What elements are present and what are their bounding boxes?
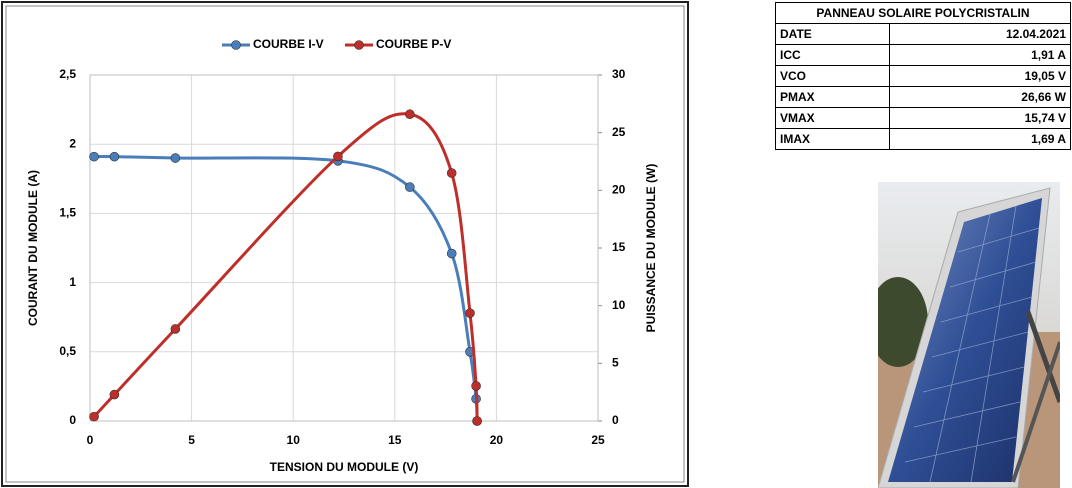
- data-point: [405, 109, 415, 120]
- row-value: 26,66 W: [889, 86, 1071, 108]
- y-tick-label: 1: [69, 275, 76, 289]
- series-line: [92, 112, 479, 422]
- legend-marker: [354, 40, 364, 50]
- row-value: 15,74 V: [889, 107, 1071, 129]
- chart-inner-frame: [5, 5, 685, 483]
- y2-tick-label: 30: [612, 67, 626, 81]
- data-point: [465, 308, 475, 318]
- legend-label: COURBE P-V: [376, 37, 451, 51]
- chart-frame: [1, 1, 689, 487]
- y-tick-label: 0,5: [59, 344, 76, 358]
- x-tick-label: 5: [188, 433, 195, 447]
- plot-border: [89, 74, 599, 422]
- row-label: PMAX: [774, 86, 891, 108]
- solar-panel-photo: [878, 182, 1060, 488]
- row-value: 1,69 A: [889, 128, 1071, 150]
- data-point: [446, 248, 457, 259]
- data-point: [89, 151, 99, 162]
- data-point: [89, 411, 99, 422]
- data-point: [333, 151, 343, 162]
- y-axis-label: COURANT DU MODULE (A): [26, 170, 40, 326]
- y-tick-label: 0: [69, 413, 76, 427]
- legend-marker: [231, 40, 241, 50]
- y2-tick-label: 5: [612, 356, 619, 370]
- x-tick-label: 20: [490, 433, 504, 447]
- data-point: [405, 182, 415, 192]
- y2-axis-label: PUISSANCE DU MODULE (W): [644, 164, 658, 333]
- row-value: 19,05 V: [889, 65, 1071, 87]
- data-point: [109, 389, 120, 400]
- data-point: [472, 416, 482, 426]
- data-point: [446, 168, 457, 178]
- row-value: 12.04.2021: [889, 23, 1071, 45]
- x-tick-label: 15: [388, 433, 402, 447]
- info-table: PANNEAU SOLAIRE POLYCRISTALIN DATE 12.04.…: [774, 2, 1071, 150]
- data-point: [471, 381, 481, 391]
- row-label: ICC: [774, 44, 891, 66]
- x-tick-label: 25: [591, 433, 605, 447]
- x-tick-label: 10: [287, 433, 301, 447]
- y-tick-label: 1,5: [59, 206, 76, 220]
- y2-tick-label: 10: [612, 298, 626, 312]
- y2-tick-label: 20: [612, 183, 626, 197]
- y2-tick-label: 15: [612, 240, 626, 254]
- row-label: VCO: [774, 65, 891, 87]
- data-point: [170, 153, 181, 163]
- legend-label: COURBE I-V: [253, 37, 324, 51]
- x-axis-label: TENSION DU MODULE (V): [270, 460, 419, 474]
- row-label: VMAX: [774, 107, 891, 129]
- row-label: IMAX: [774, 128, 891, 150]
- y2-tick-label: 0: [612, 413, 619, 427]
- y-tick-label: 2,5: [59, 67, 76, 81]
- y-tick-label: 2: [69, 136, 76, 150]
- row-value: 1,91 A: [889, 44, 1071, 66]
- x-tick-label: 0: [87, 433, 94, 447]
- table-title: PANNEAU SOLAIRE POLYCRISTALIN: [775, 2, 1071, 24]
- data-point: [109, 151, 120, 162]
- y2-tick-label: 25: [612, 125, 626, 139]
- chart: TENSION DU MODULE (V) COURANT DU MODULE …: [1, 1, 689, 487]
- data-point: [170, 324, 181, 334]
- row-label: DATE: [774, 23, 891, 45]
